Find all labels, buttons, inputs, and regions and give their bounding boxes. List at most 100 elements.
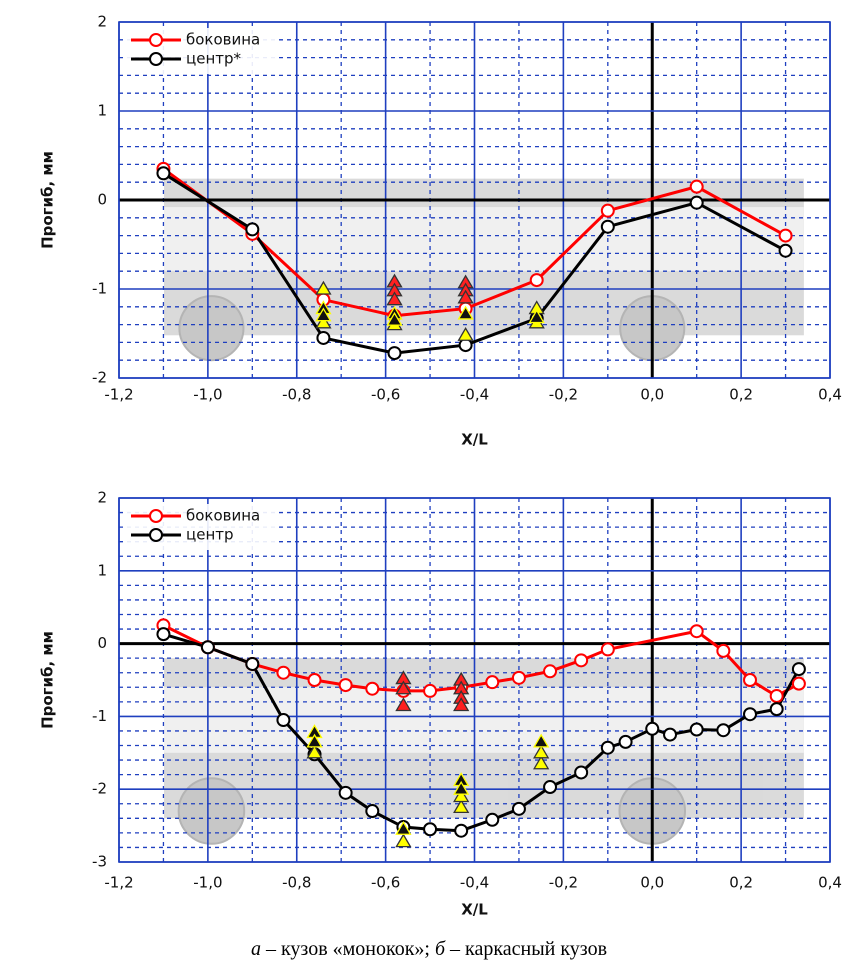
- point: [791, 662, 806, 677]
- bus-wheel: [177, 777, 246, 845]
- x-tick-label: -0,8: [282, 386, 311, 404]
- caption-b: б: [434, 938, 446, 960]
- bus-wheel: [178, 295, 245, 362]
- point: [200, 640, 215, 655]
- y-tick-label: 0: [97, 634, 107, 652]
- x-tick-label: -1,2: [104, 386, 133, 404]
- triangle-point: [533, 733, 550, 748]
- caption: а – кузов «монокок»; б – каркасный кузов: [0, 938, 858, 961]
- triangle-point: [528, 309, 545, 324]
- x-tick-label: 0,0: [640, 874, 664, 892]
- point: [423, 683, 438, 698]
- triangle-point: [453, 788, 470, 803]
- triangle-point: [306, 733, 323, 748]
- legend-box: [125, 28, 275, 74]
- triangle-point: [533, 755, 550, 770]
- triangle-point: [386, 291, 403, 306]
- point: [645, 721, 660, 736]
- x-tick-label: -0,6: [371, 874, 400, 892]
- triangle-point: [395, 820, 412, 835]
- point: [689, 722, 704, 737]
- triangle-point: [315, 314, 332, 329]
- point: [743, 707, 758, 722]
- x-tick-label: 0,2: [729, 874, 753, 892]
- y-tick-label: 0: [97, 191, 107, 209]
- point: [600, 219, 615, 234]
- point: [156, 627, 171, 642]
- legend-label: центр: [186, 526, 234, 544]
- x-tick-label: -1,0: [193, 874, 222, 892]
- point: [543, 664, 558, 679]
- triangle-point: [395, 680, 412, 695]
- point: [791, 676, 806, 691]
- triangle-point: [457, 305, 474, 320]
- legend-label: центр*: [186, 50, 242, 68]
- point: [574, 653, 589, 668]
- point: [276, 713, 291, 728]
- x-tick-label: 0,0: [640, 386, 664, 404]
- point: [423, 822, 438, 837]
- point: [663, 727, 678, 742]
- point: [689, 195, 704, 210]
- point: [307, 673, 322, 687]
- point: [529, 273, 544, 288]
- bus-silhouette: [164, 658, 804, 845]
- triangle-point: [386, 311, 403, 326]
- y-axis-label: Прогиб, мм: [39, 631, 57, 729]
- point: [600, 740, 615, 755]
- point: [338, 678, 353, 693]
- point: [511, 801, 526, 816]
- triangle-point: [457, 326, 474, 341]
- y-tick-label: -3: [92, 853, 107, 871]
- bus-silhouette: [164, 178, 804, 362]
- point: [778, 228, 793, 243]
- y-tick-label: -2: [92, 780, 107, 798]
- bus-window-band: [164, 687, 804, 753]
- point: [769, 689, 784, 704]
- plot-frame: [118, 497, 831, 863]
- x-tick-label: -1,0: [193, 386, 222, 404]
- x-tick-label: -0,4: [460, 386, 489, 404]
- triangle-point: [533, 744, 550, 759]
- plot-frame: [118, 21, 831, 379]
- triangle-point: [306, 744, 323, 759]
- legend-marker: [149, 528, 163, 542]
- y-tick-label: 2: [97, 13, 107, 31]
- x-tick-label: -0,2: [549, 386, 578, 404]
- triangle-point: [457, 289, 474, 304]
- point: [387, 346, 402, 361]
- point: [276, 665, 291, 680]
- point: [689, 624, 704, 639]
- point: [485, 812, 500, 827]
- caption-a: а: [250, 938, 261, 960]
- point: [600, 203, 615, 218]
- y-tick-label: 2: [97, 489, 107, 507]
- x-tick-label: -1,2: [104, 874, 133, 892]
- point: [365, 804, 380, 819]
- point: [245, 222, 260, 237]
- point: [454, 823, 469, 838]
- point: [716, 723, 731, 738]
- triangle-point: [315, 280, 332, 295]
- point: [600, 642, 615, 657]
- point: [769, 702, 784, 717]
- caption-b-text: – каркасный кузов: [450, 938, 608, 960]
- point: [743, 673, 758, 687]
- point: [245, 656, 260, 671]
- x-tick-label: 0,2: [729, 386, 753, 404]
- point: [511, 670, 526, 685]
- caption-a-text: – кузов «монокок»;: [265, 938, 430, 960]
- y-tick-label: -2: [92, 369, 107, 387]
- y-tick-label: 1: [97, 102, 107, 120]
- legend-marker: [149, 52, 163, 66]
- point: [618, 734, 633, 749]
- point: [338, 785, 353, 800]
- triangle-point: [315, 307, 332, 322]
- legend-box: [125, 504, 275, 550]
- y-tick-label: -1: [92, 280, 107, 298]
- point: [156, 166, 171, 181]
- triangle-point: [453, 697, 470, 712]
- point: [365, 681, 380, 696]
- triangle-point: [453, 799, 470, 814]
